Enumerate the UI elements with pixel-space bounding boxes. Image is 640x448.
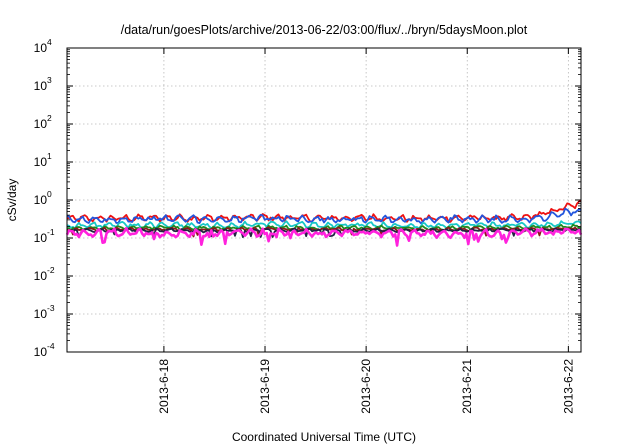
y-tick-label: 10 -1 [34,227,55,245]
y-tick-base: 10 [34,41,48,55]
y-axis-label: cSv/day [5,179,19,222]
y-tick-exponent: -3 [47,303,55,313]
y-tick-exponent: 3 [47,75,52,85]
x-tick-label: 2013-6-21 [460,359,474,414]
y-tick-exponent: 0 [47,189,52,199]
series-line [66,199,582,223]
y-tick-exponent: 1 [47,151,52,161]
series-line [66,223,582,232]
grid [67,48,581,352]
chart-title: /data/run/goesPlots/archive/2013-06-22/0… [121,23,528,37]
series-line [65,226,583,247]
y-tick-base: 10 [34,345,48,359]
x-tick-label: 2013-6-20 [359,359,373,414]
series-layer [65,199,583,247]
y-tick-base: 10 [34,79,48,93]
y-tick-label: 10 1 [34,151,52,169]
y-tick-exponent: -1 [47,227,55,237]
y-tick-label: 10 3 [34,75,52,93]
x-tick-label: 2013-6-19 [258,359,272,414]
y-tick-base: 10 [34,117,48,131]
x-tick-label: 2013-6-18 [157,359,171,414]
y-tick-label: 10 -2 [34,265,55,283]
y-tick-exponent: -2 [47,265,55,275]
y-tick-base: 10 [34,193,48,207]
y-tick-label: 10 -3 [34,303,55,321]
y-tick-label: 10 2 [34,113,52,131]
y-tick-exponent: 4 [47,37,52,47]
y-tick-base: 10 [34,155,48,169]
y-tick-label: 10 4 [34,37,52,55]
y-tick-base: 10 [34,307,48,321]
series-line [66,207,582,225]
x-tick-label: 2013-6-22 [561,359,575,414]
x-axis: 2013-6-18 2013-6-19 2013-6-20 2013-6-21 2013… [157,48,575,414]
y-tick-label: 10 -4 [34,341,55,359]
y-tick-exponent: -4 [47,341,55,351]
y-tick-base: 10 [34,231,48,245]
x-axis-label: Coordinated Universal Time (UTC) [232,430,416,444]
y-tick-exponent: 2 [47,113,52,123]
y-tick-label: 10 0 [34,189,52,207]
y-tick-base: 10 [34,269,48,283]
